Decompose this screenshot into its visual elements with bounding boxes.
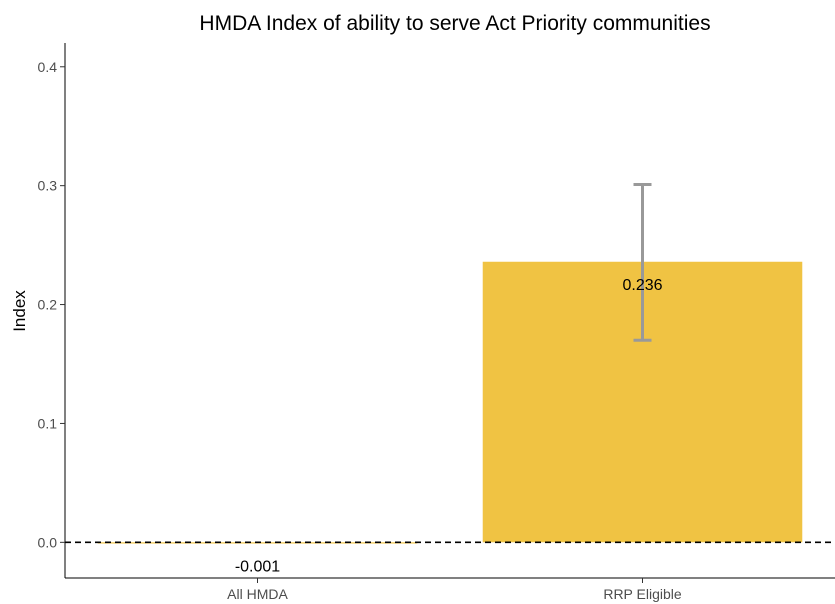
y-tick-label: 0.0 bbox=[38, 534, 58, 550]
y-tick-label: 0.1 bbox=[38, 415, 58, 431]
x-tick-label: RRP Eligible bbox=[603, 586, 682, 602]
y-tick-label: 0.2 bbox=[38, 297, 58, 313]
data-label: -0.001 bbox=[235, 558, 280, 575]
x-tick-label: All HMDA bbox=[227, 586, 288, 602]
y-axis-title: Index bbox=[10, 290, 29, 332]
data-label: 0.236 bbox=[622, 277, 662, 294]
plot-area: -0.001 0.236 0.0 0.1 0.2 0.3 0.4 All HMDA RRP El… bbox=[38, 43, 835, 602]
y-tick-label: 0.3 bbox=[38, 178, 58, 194]
y-tick-label: 0.4 bbox=[38, 59, 58, 75]
chart-title: HMDA Index of ability to serve Act Prior… bbox=[199, 12, 710, 35]
